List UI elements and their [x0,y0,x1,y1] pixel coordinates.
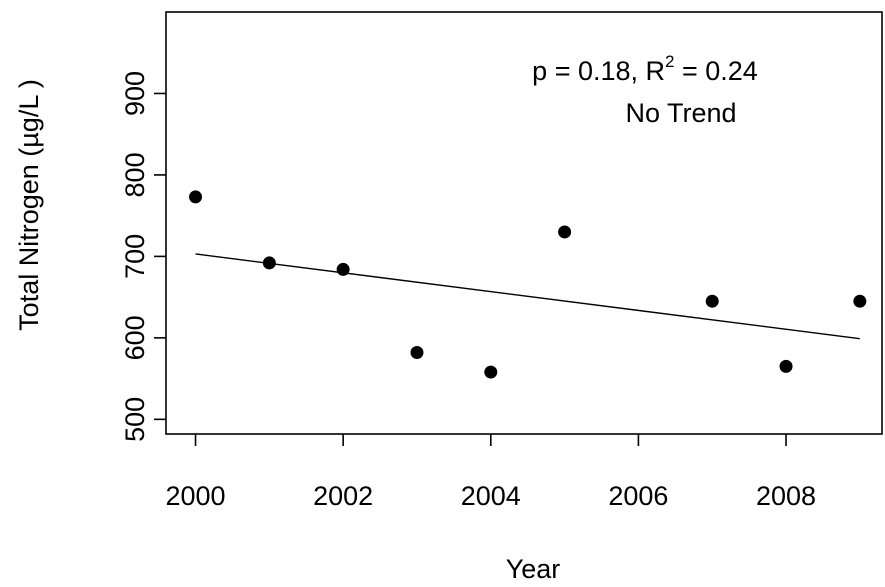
x-axis: 2000 2002 2004 2006 2008 [165,434,816,511]
y-axis-title: Total Nitrogen (µg/L ) [14,79,44,331]
data-point-2004 [484,365,498,379]
data-point-2009 [853,294,867,308]
x-tick-label-2004: 2004 [461,481,521,511]
data-point-2003 [410,346,424,360]
trend-line [195,253,860,340]
data-point-2000 [189,190,203,204]
y-tick-label-900: 900 [120,71,150,116]
trend-annotation: No Trend [625,98,736,128]
y-tick-label-500: 500 [120,397,150,442]
stats-superscript: 2 [665,52,674,71]
y-axis: 500 600 700 800 900 [120,71,166,442]
y-tick-label-600: 600 [120,315,150,360]
data-point-2007 [705,294,719,308]
data-point-2001 [262,256,276,270]
data-point-2002 [336,262,350,276]
x-tick-label-2006: 2006 [608,481,668,511]
stats-prefix: p = 0.18, R [532,56,665,86]
y-tick-label-700: 700 [120,234,150,279]
stats-annotation: p = 0.18, R2 = 0.24 [532,52,758,86]
x-tick-label-2002: 2002 [313,481,373,511]
y-tick-label-800: 800 [120,152,150,197]
x-tick-label-2008: 2008 [756,481,816,511]
x-axis-title: Year [506,554,561,584]
x-tick-label-2000: 2000 [165,481,225,511]
data-points [189,190,867,379]
data-point-2005 [558,225,572,239]
plot-frame [165,11,883,435]
stats-suffix: = 0.24 [674,56,757,86]
data-point-2008 [779,359,793,373]
